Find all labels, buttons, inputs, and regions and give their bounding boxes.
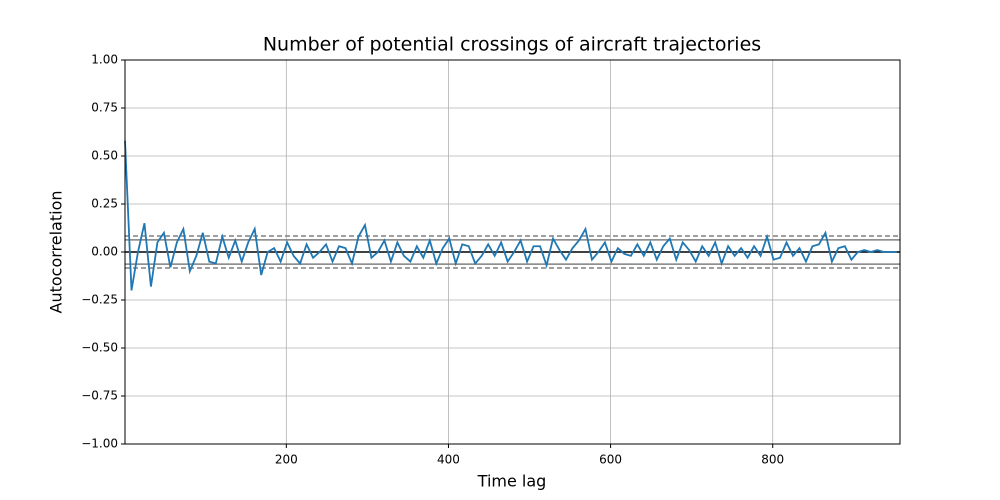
x-tick-label: 200 [275, 453, 298, 467]
y-tick-label: 0.00 [91, 245, 118, 259]
y-tick-label: −1.00 [81, 437, 118, 451]
chart-title: Number of potential crossings of aircraf… [263, 34, 761, 56]
x-tick-label: 800 [761, 453, 784, 467]
autocorrelation-line [124, 140, 897, 291]
x-tick-label: 600 [599, 453, 622, 467]
y-tick-label: 1.00 [91, 53, 118, 67]
y-tick-label: −0.25 [81, 293, 118, 307]
y-tick-label: −0.75 [81, 389, 118, 403]
y-tick-label: 0.25 [91, 197, 118, 211]
y-tick-label: −0.50 [81, 341, 118, 355]
plot-frame [124, 59, 901, 445]
y-tick-label: 0.50 [91, 149, 118, 163]
y-axis-label: Autocorrelation [47, 191, 66, 314]
x-tick-label: 400 [437, 453, 460, 467]
x-axis-label: Time lag [477, 472, 547, 491]
y-tick-label: 0.75 [91, 101, 118, 115]
